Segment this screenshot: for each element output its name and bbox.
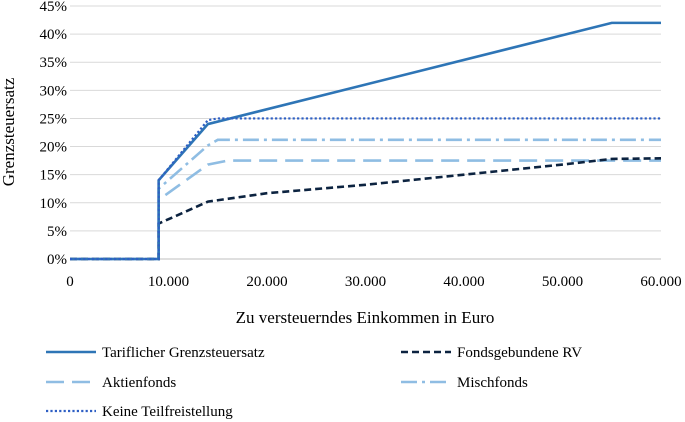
legend-label-0: Tariflicher Grenzsteuersatz [102, 345, 265, 361]
x-tick-label: 50.000 [542, 274, 583, 290]
x-axis-tick-labels: 0 10.000 20.000 30.000 40.000 50.000 60.000 [66, 274, 681, 290]
y-tick-label: 30% [40, 83, 68, 99]
x-tick-label: 20.000 [246, 274, 287, 290]
legend: Tariflicher Grenzsteuersatz Fondsgebunden… [46, 345, 582, 420]
legend-label-2: Aktienfonds [102, 375, 176, 391]
y-tick-label: 40% [40, 27, 68, 43]
x-tick-label: 10.000 [148, 274, 189, 290]
x-tick-label: 40.000 [443, 274, 484, 290]
y-tick-label: 10% [40, 196, 68, 212]
gridlines [70, 5, 661, 232]
y-tick-label: 25% [40, 111, 68, 127]
y-axis-tick-labels: 0% 5% 10% 15% 20% 25% 30% 35% 40% 45% [40, 0, 68, 268]
legend-label-1: Fondsgebundene RV [457, 345, 582, 361]
series-lines [70, 21, 662, 261]
series-line-0 [70, 21, 661, 261]
legend-label-3: Mischfonds [457, 375, 528, 391]
x-axis-title: Zu versteuerndes Einkommen in Euro [236, 308, 495, 327]
y-tick-label: 35% [40, 55, 68, 71]
y-tick-label: 0% [47, 252, 67, 268]
x-tick-label: 30.000 [345, 274, 386, 290]
x-tick-label: 0 [66, 274, 74, 290]
series-line-2 [70, 159, 661, 261]
y-tick-label: 5% [47, 224, 67, 240]
legend-label-4: Keine Teilfreistellung [102, 404, 233, 420]
y-tick-label: 20% [40, 140, 68, 156]
y-tick-label: 45% [40, 0, 68, 15]
y-axis-title: Grenzsteuersatz [0, 77, 18, 186]
x-tick-label: 60.000 [640, 274, 681, 290]
y-tick-label: 15% [40, 168, 68, 184]
series-line-1 [70, 157, 662, 261]
